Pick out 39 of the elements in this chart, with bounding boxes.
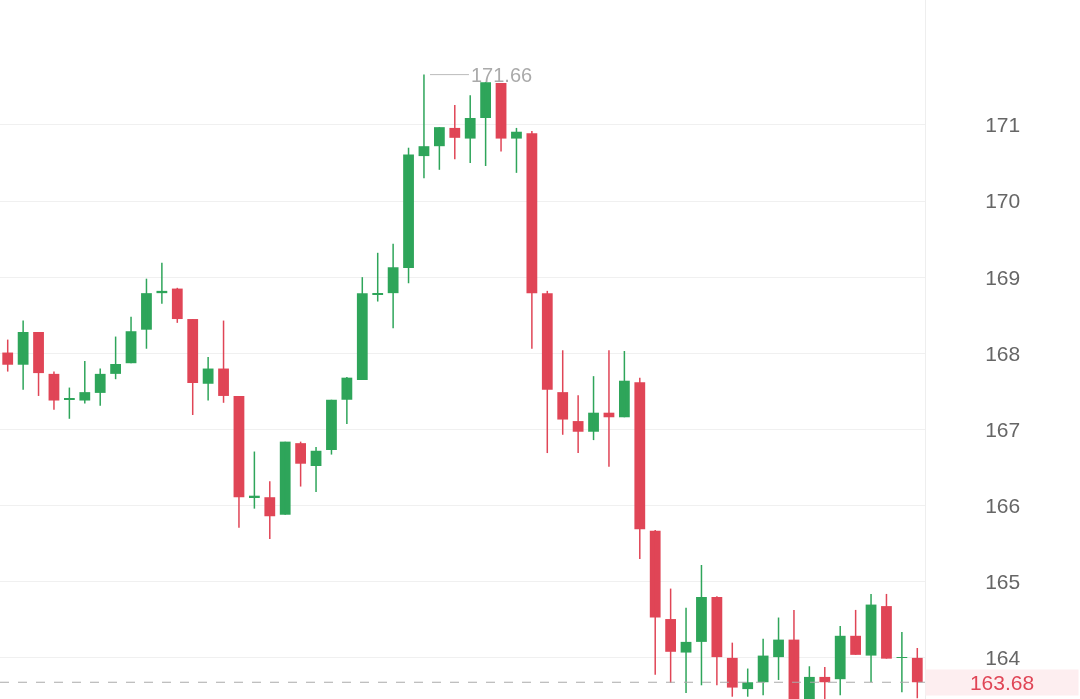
candlestick	[403, 146, 414, 284]
candlestick	[911, 647, 923, 699]
candlestick	[726, 641, 738, 698]
ref-line-label: 163.68	[969, 671, 1035, 694]
annotation: 171.66	[471, 64, 533, 86]
y-tick-label: 167	[985, 417, 1021, 441]
y-tick-label: 171	[985, 113, 1021, 137]
candlestick	[618, 350, 630, 419]
candlestick	[541, 290, 553, 454]
candlestick	[171, 287, 183, 324]
candlestick	[218, 319, 229, 404]
candlestick	[326, 399, 337, 456]
candlestick	[480, 81, 492, 167]
candlestick	[63, 386, 75, 420]
candlestick	[665, 587, 677, 684]
candlestick	[696, 564, 707, 687]
candlestick	[295, 440, 307, 488]
y-tick-label: 166	[985, 493, 1021, 517]
candlestick	[433, 126, 445, 171]
candlestick	[187, 318, 199, 416]
candlestick	[773, 616, 784, 681]
y-tick-label: 169	[985, 265, 1021, 289]
y-tick-label: 164	[985, 646, 1021, 670]
candlestick	[511, 127, 522, 174]
candlestick	[588, 375, 599, 441]
candlestick	[141, 277, 152, 350]
candlestick	[557, 349, 569, 436]
candlestick	[372, 252, 384, 303]
y-tick-label: 165	[985, 570, 1021, 594]
candlestick	[79, 360, 91, 405]
candlestick	[33, 331, 44, 397]
candlestick	[803, 665, 815, 699]
candlestick	[110, 335, 122, 380]
y-tick-label: 168	[985, 341, 1021, 365]
candlestick	[850, 609, 862, 656]
candlestick	[2, 338, 14, 373]
y-tick-label: 170	[985, 189, 1021, 213]
candlestick	[881, 593, 892, 660]
candlestick	[356, 276, 368, 381]
